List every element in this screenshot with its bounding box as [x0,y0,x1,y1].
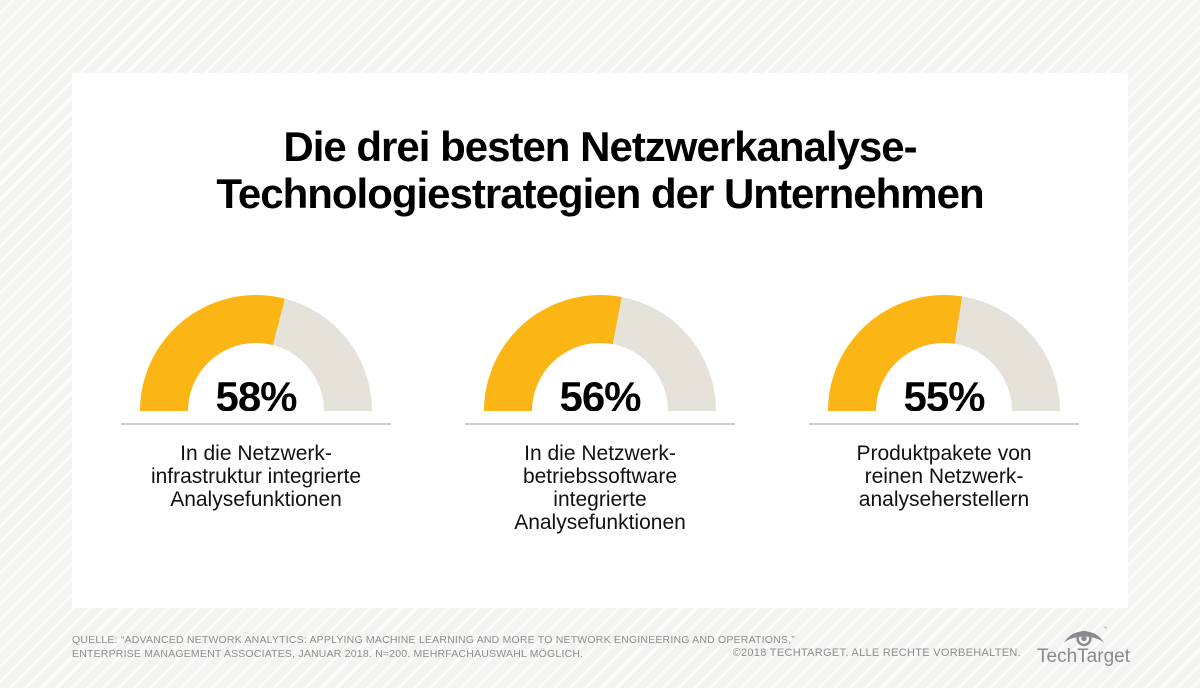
copyright-note: ©2018 TECHTARGET. ALLE RECHTE VORBEHALTE… [732,647,1022,659]
footer-right: ©2018 TECHTARGET. ALLE RECHTE VORBEHALTE… [733,624,1130,666]
techtarget-logo-text: TechTarget [1037,646,1130,667]
gauge-value: 56% [559,373,641,412]
gauge-column-2: 56% In die Netzwerk- betriebssoftware in… [465,295,735,534]
divider-line [121,423,391,425]
gauge-arc-1: 58% [140,295,372,411]
techtarget-logo: ™ TechTarget [1037,624,1130,666]
source-note-line-2: ENTERPRISE MANAGEMENT ASSOCIATES, JANUAR… [72,647,584,660]
infographic-card: Die drei besten Netzwerkanalyse- Technol… [72,73,1128,608]
gauge-arc-3: 55% [828,295,1060,411]
gauge-label: Produktpakete von reinen Netzwerk- analy… [856,442,1032,511]
trademark-symbol: ™ [1103,626,1107,632]
source-note: QUELLE: “ADVANCED NETWORK ANALYTICS: APP… [72,634,795,661]
gauge-value: 58% [215,373,297,412]
divider-line [809,423,1079,425]
gauge-column-3: 55% Produktpakete von reinen Netzwerk- a… [809,295,1079,534]
gauge-arc-2: 56% [484,295,716,411]
gauge-value: 55% [903,373,985,412]
gauge-column-1: 58% In die Netzwerk- infrastruktur integ… [121,295,391,534]
source-note-line-1: QUELLE: “ADVANCED NETWORK ANALYTICS: APP… [72,634,795,646]
techtarget-eye-icon: ™ [1063,626,1107,647]
divider-line [465,423,735,425]
chart-title: Die drei besten Netzwerkanalyse- Technol… [216,123,984,217]
gauge-label: In die Netzwerk- infrastruktur integrier… [150,442,362,511]
gauges-row: 58% In die Netzwerk- infrastruktur integ… [121,295,1079,534]
gauge-label: In die Netzwerk- betriebssoftware integr… [514,442,686,534]
